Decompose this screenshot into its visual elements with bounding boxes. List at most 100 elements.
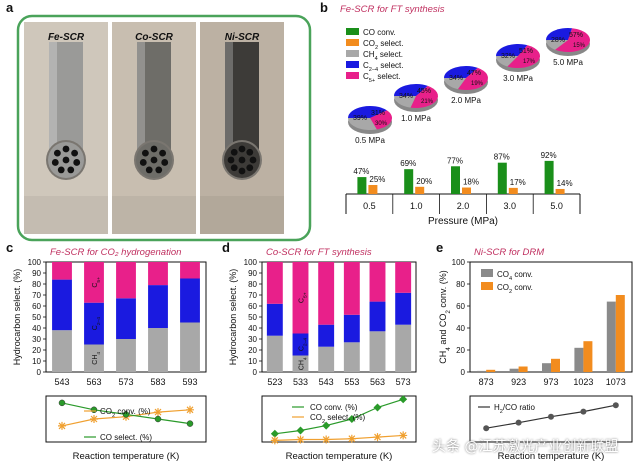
chart-b-data-label: 47% (353, 167, 369, 176)
tube-channel (141, 149, 149, 157)
chart-b-pie-caption: 3.0 MPa (503, 74, 533, 83)
chart-e-ylabel: CH4 and CO2 conv. (%) (438, 270, 452, 363)
chart-b-pie-slice (546, 28, 573, 40)
tube-channel (230, 164, 238, 172)
chart-d-x-tick-label: 573 (396, 377, 411, 387)
chart-c-title: Fe-SCR for CO₂ hydrogenation (50, 247, 181, 258)
chart-b-legend-label: C5+ select. (363, 72, 401, 84)
chart-d-line-marker (296, 435, 305, 444)
chart-b-legend-swatch (346, 72, 359, 79)
chart-c-bar-c5plus (148, 262, 168, 286)
tube-channel (139, 159, 147, 166)
chart-e-title: Ni-SCR for DRM (474, 247, 544, 258)
chart-b-pie: 34% 45% 21% (394, 84, 439, 112)
chart-c-y-tick-label: 40 (32, 324, 41, 333)
chart-c-x-tick-label: 563 (86, 377, 101, 387)
chart-c-line-marker (186, 420, 194, 427)
chart-c-bar-ch4 (180, 322, 200, 372)
chart-e-y-tick-label: 40 (456, 324, 465, 333)
chart-b-pie-label: 17% (523, 59, 536, 65)
chart-e-bar-ch4-conv (574, 347, 584, 372)
chart-c-label-c5plus: C5+ (92, 277, 102, 288)
chart-b-pie-label: 39% (353, 115, 367, 122)
chart-b-data-label: 87% (494, 153, 510, 162)
tube-channel (150, 145, 158, 153)
panel-letter-d: d (222, 240, 230, 255)
chart-c-x-tick-label: 583 (150, 377, 165, 387)
chart-b-pie-label: 21% (421, 99, 434, 105)
chart-b-bar-co-conv (404, 169, 414, 194)
tube-channel (67, 166, 75, 174)
chart-b-legend-swatch (346, 50, 359, 57)
chart-d-bar-c5plus (395, 262, 412, 293)
chart-b-pie-label: 47% (467, 70, 481, 77)
chart-d-bar-c5plus (369, 262, 386, 302)
photo-shadow (200, 196, 284, 234)
chart-e-x-tick-label: 1073 (606, 377, 626, 387)
chart-d-y-tick-label: 10 (248, 357, 257, 366)
chart-d-y-tick-label: 0 (253, 368, 258, 377)
chart-c-line-marker (90, 406, 98, 414)
chart-d-y-tick-label: 90 (248, 269, 257, 278)
chart-b-pie: 28% 57% 15% (546, 28, 591, 56)
chart-d-bar-c2-4 (318, 324, 335, 347)
photo-shadow (24, 196, 108, 234)
chart-b-pie-label: 51% (519, 48, 533, 55)
chart-e-y-tick-label: 0 (461, 368, 466, 377)
chart-b-title: Fe-SCR for FT synthesis (340, 4, 445, 15)
chart-d-line-marker (399, 431, 408, 440)
chart-b-pie-slice (394, 84, 428, 96)
chart-d-bar-ch4 (292, 355, 309, 372)
chart-d-line-marker (399, 395, 408, 404)
chart-c-line-marker (90, 415, 98, 423)
chart-d-x-tick-label: 523 (267, 377, 282, 387)
chart-c-y-tick-label: 50 (32, 313, 41, 322)
chart-b-pie-label: 19% (471, 81, 484, 87)
chart-b-pie-slice (444, 66, 478, 78)
chart-c-bar-c2-4 (116, 298, 136, 339)
chart-e-y-tick-label: 60 (456, 302, 465, 311)
tube-label: Co-SCR (135, 32, 174, 43)
chart-d-x-tick-label: 533 (293, 377, 308, 387)
chart-b-pie-slice (496, 56, 518, 67)
chart-d-bar-c2-4 (369, 301, 386, 332)
chart-e-line-marker (580, 408, 587, 415)
tube-channel (227, 156, 235, 164)
chart-d-line-marker (270, 429, 279, 438)
tube-channel (62, 145, 70, 153)
chart-c-y-tick-label: 20 (32, 346, 41, 355)
watermark: 头条 @江苏激光产业创新联盟 (432, 439, 619, 455)
chart-b-pie-label: 34% (399, 93, 413, 100)
chart-e-line-marker (548, 413, 554, 420)
chart-b-pie-label: 32% (501, 53, 515, 60)
chart-b-bar-co2-select (508, 187, 518, 194)
chart-b-pie: 39% 31% 30% (348, 105, 392, 134)
chart-b-pie-slice (546, 40, 568, 50)
chart-b-pie-slice (457, 67, 489, 91)
tube-channel (246, 164, 254, 172)
chart-d-legend-co2-select: CO2 select. (%) (310, 413, 365, 425)
chart-b-data-label: 92% (541, 151, 557, 160)
chart-d-bar-ch4 (395, 324, 412, 372)
chart-e-line-marker (515, 419, 522, 426)
chart-d-bar-c2-4 (395, 292, 412, 325)
chart-d-x-tick-label: 563 (370, 377, 385, 387)
chart-c-y-tick-label: 60 (32, 302, 41, 311)
chart-b-tick-label: 0.5 (363, 201, 376, 211)
chart-d-line-series (274, 398, 404, 435)
chart-c-bar-c5plus (180, 262, 200, 279)
chart-b-pie-slice (496, 44, 528, 56)
chart-c-line-marker (122, 411, 130, 418)
chart-c-ylabel: Hydrocarbon select. (%) (12, 269, 22, 366)
chart-d-x-tick-label: 553 (344, 377, 359, 387)
chart-c-line-marker (186, 405, 194, 414)
chart-b-pie-slice (348, 105, 387, 118)
chart-b-data-label: 17% (510, 178, 526, 187)
tube-highlight (137, 42, 145, 160)
chart-b-legend-label: C2–4 select. (363, 61, 403, 73)
chart-d-bar-ch4 (318, 346, 335, 372)
chart-d-bar-c5plus (318, 262, 335, 325)
chart-d-label-c2-4: C2–4 (299, 338, 309, 352)
chart-d-line-marker (347, 415, 356, 423)
